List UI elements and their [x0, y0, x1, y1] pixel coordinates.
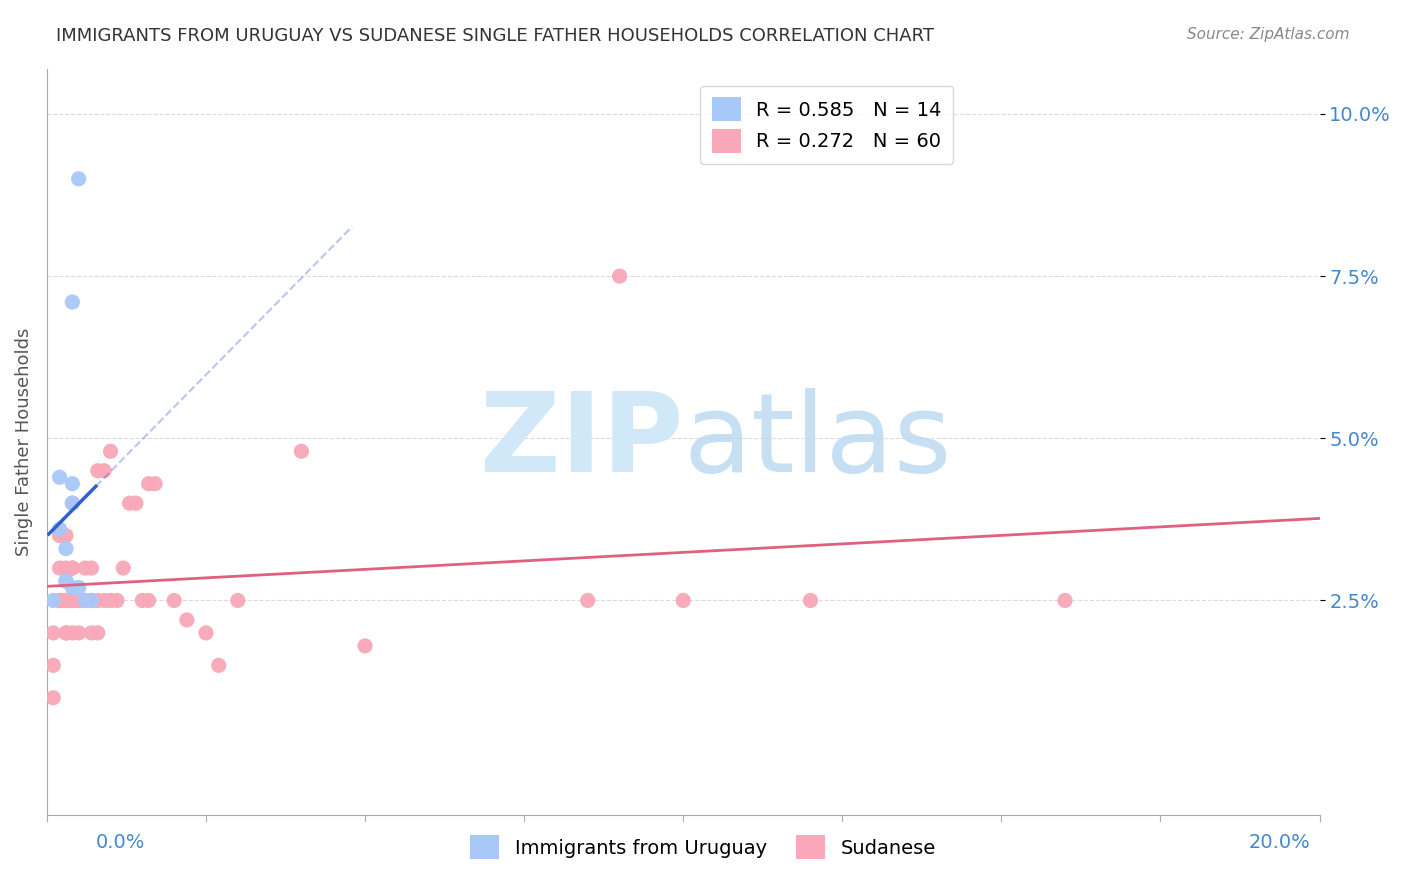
- Point: [55, 626, 77, 640]
- Point: [60, 626, 83, 640]
- Point: [67, 626, 90, 640]
- Point: [55, 561, 77, 575]
- Point: [100, 593, 122, 607]
- Point: [55, 593, 77, 607]
- Point: [55, 626, 77, 640]
- Point: [60, 593, 83, 607]
- Point: [75, 593, 97, 607]
- Point: [60, 593, 83, 607]
- Point: [290, 444, 312, 458]
- Point: [75, 593, 97, 607]
- Point: [67, 593, 90, 607]
- Point: [163, 593, 186, 607]
- Point: [1053, 593, 1076, 607]
- Point: [60, 496, 83, 510]
- Point: [93, 593, 115, 607]
- Point: [799, 593, 821, 607]
- Point: [226, 593, 249, 607]
- Text: 0.0%: 0.0%: [96, 833, 145, 853]
- Point: [87, 626, 110, 640]
- Point: [87, 593, 110, 607]
- Legend: R = 0.585   N = 14, R = 0.272   N = 60: R = 0.585 N = 14, R = 0.272 N = 60: [700, 86, 953, 164]
- Point: [60, 496, 83, 510]
- Point: [60, 295, 83, 310]
- Point: [138, 593, 160, 607]
- Text: 20.0%: 20.0%: [1249, 833, 1310, 853]
- Point: [138, 476, 160, 491]
- Point: [48, 561, 70, 575]
- Text: IMMIGRANTS FROM URUGUAY VS SUDANESE SINGLE FATHER HOUSEHOLDS CORRELATION CHART: IMMIGRANTS FROM URUGUAY VS SUDANESE SING…: [56, 27, 934, 45]
- Point: [60, 561, 83, 575]
- Text: Source: ZipAtlas.com: Source: ZipAtlas.com: [1187, 27, 1350, 42]
- Legend: Immigrants from Uruguay, Sudanese: Immigrants from Uruguay, Sudanese: [460, 826, 946, 869]
- Point: [67, 171, 90, 186]
- Point: [80, 593, 103, 607]
- Point: [112, 561, 135, 575]
- Point: [67, 581, 90, 595]
- Point: [55, 528, 77, 542]
- Point: [125, 496, 148, 510]
- Point: [48, 593, 70, 607]
- Point: [55, 574, 77, 588]
- Point: [208, 658, 231, 673]
- Point: [42, 593, 65, 607]
- Point: [42, 658, 65, 673]
- Point: [48, 593, 70, 607]
- Point: [672, 593, 695, 607]
- Point: [80, 593, 103, 607]
- Point: [87, 464, 110, 478]
- Point: [609, 269, 631, 284]
- Point: [576, 593, 599, 607]
- Point: [80, 593, 103, 607]
- Point: [55, 593, 77, 607]
- Point: [48, 593, 70, 607]
- Point: [60, 476, 83, 491]
- Point: [60, 581, 83, 595]
- Point: [80, 561, 103, 575]
- Point: [75, 593, 97, 607]
- Point: [176, 613, 198, 627]
- Point: [42, 690, 65, 705]
- Point: [100, 444, 122, 458]
- Point: [131, 593, 153, 607]
- Point: [55, 541, 77, 556]
- Point: [48, 522, 70, 536]
- Point: [80, 626, 103, 640]
- Point: [105, 593, 128, 607]
- Point: [48, 470, 70, 484]
- Text: atlas: atlas: [683, 388, 952, 495]
- Point: [194, 626, 217, 640]
- Point: [55, 593, 77, 607]
- Point: [55, 574, 77, 588]
- Point: [42, 626, 65, 640]
- Y-axis label: Single Father Households: Single Father Households: [15, 327, 32, 556]
- Point: [48, 528, 70, 542]
- Point: [75, 561, 97, 575]
- Point: [60, 561, 83, 575]
- Point: [100, 593, 122, 607]
- Point: [93, 464, 115, 478]
- Point: [118, 496, 141, 510]
- Text: ZIP: ZIP: [479, 388, 683, 495]
- Point: [143, 476, 166, 491]
- Point: [354, 639, 377, 653]
- Point: [60, 593, 83, 607]
- Point: [67, 593, 90, 607]
